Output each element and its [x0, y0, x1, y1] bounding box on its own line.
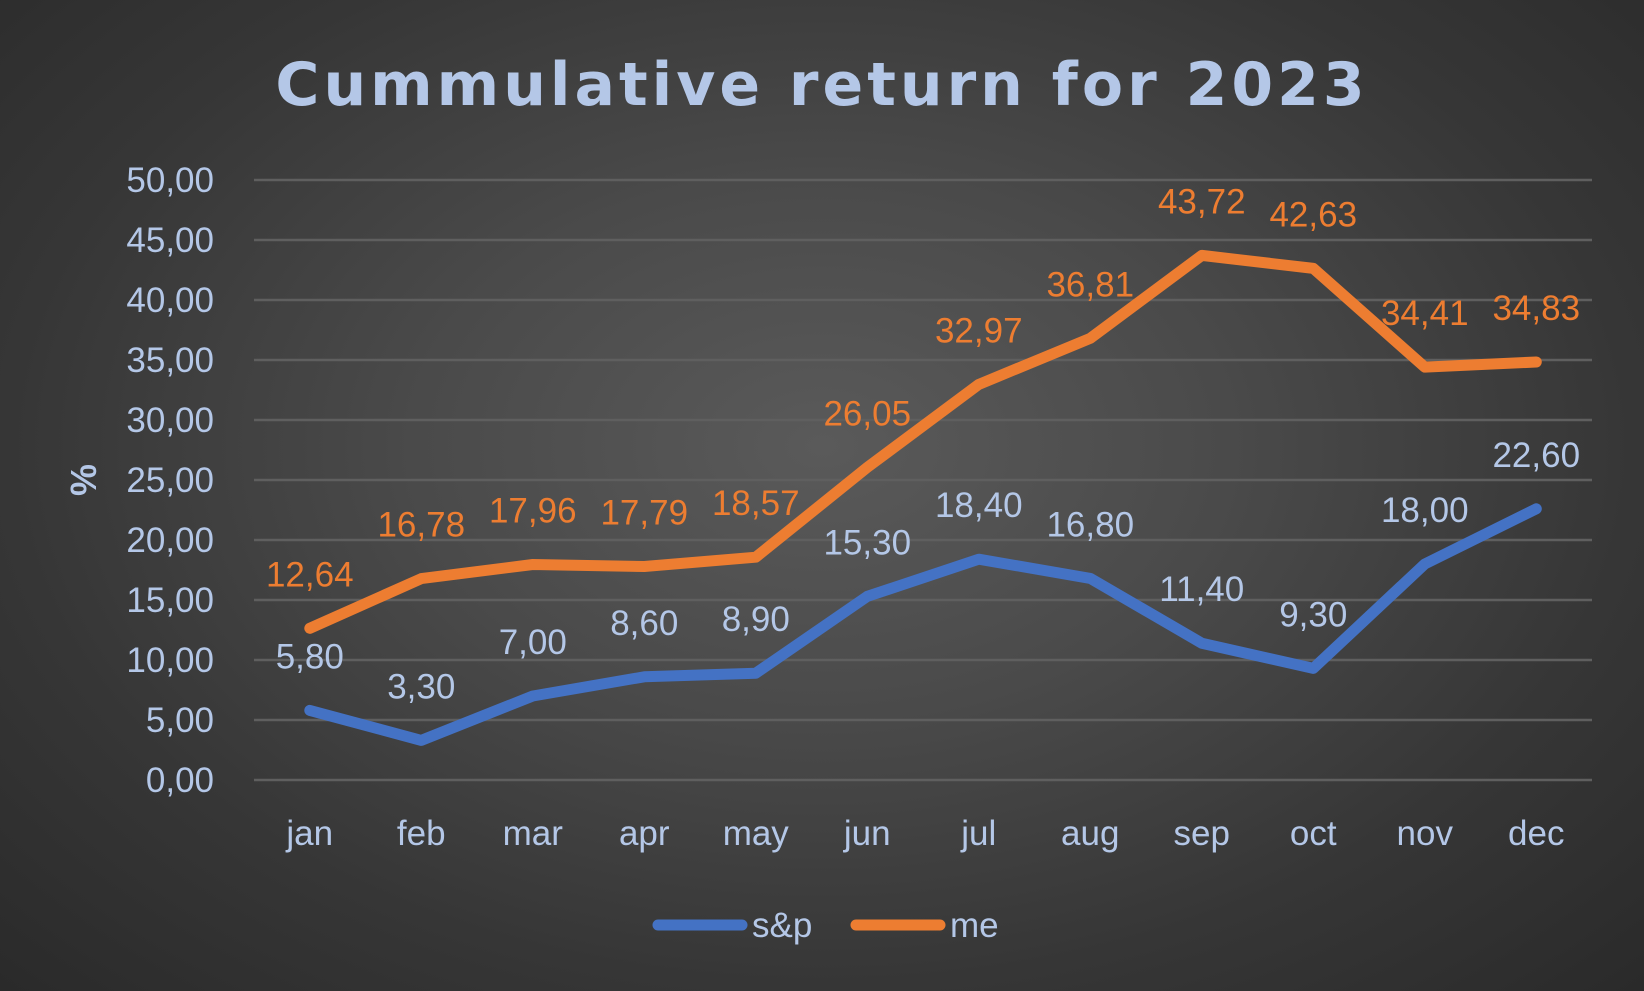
data-label: 18,40 [935, 486, 1023, 525]
data-label: 42,63 [1269, 195, 1357, 234]
series-lines [304, 249, 1542, 746]
x-tick-label: feb [397, 814, 446, 853]
chart-title: Cummulative return for 2023 [275, 50, 1368, 120]
y-tick-label: 35,00 [126, 341, 214, 380]
y-tick-label: 25,00 [126, 461, 214, 500]
y-axis: 0,00 5,00 10,00 15,00 20,00 25,00 30,00 35,00 40… [126, 161, 214, 800]
data-label: 34,41 [1381, 294, 1469, 333]
x-axis: jan feb mar apr may jun jul aug sep oct nov dec [285, 814, 1564, 853]
x-tick-label: sep [1174, 814, 1230, 853]
data-label: 34,83 [1492, 289, 1580, 328]
data-label: 3,30 [387, 667, 455, 706]
data-labels: 5,80 3,30 7,00 8,60 8,90 15,30 18,40 16,80 11,40… [266, 182, 1580, 706]
data-label: 11,40 [1159, 570, 1244, 609]
data-label: 43,72 [1158, 182, 1246, 221]
x-tick-label: may [723, 814, 790, 853]
legend-label: me [950, 906, 999, 945]
y-tick-label: 15,00 [126, 581, 214, 620]
data-label: 22,60 [1492, 436, 1580, 475]
data-label: 17,96 [489, 491, 577, 530]
data-label: 16,80 [1046, 505, 1134, 544]
legend-label: s&p [752, 906, 812, 945]
y-axis-label: % [63, 464, 104, 496]
y-tick-label: 40,00 [126, 281, 214, 320]
data-label: 8,90 [722, 600, 790, 639]
y-tick-label: 45,00 [126, 221, 214, 260]
x-tick-label: mar [503, 814, 564, 853]
y-tick-label: 50,00 [126, 161, 214, 200]
data-label: 16,78 [377, 506, 465, 545]
legend-item-me[interactable]: me [850, 906, 999, 945]
y-tick-label: 20,00 [126, 521, 214, 560]
x-tick-label: jun [843, 814, 891, 853]
data-label: 36,81 [1046, 265, 1134, 304]
data-label: 18,57 [712, 484, 800, 523]
y-tick-label: 30,00 [126, 401, 214, 440]
x-tick-label: oct [1290, 814, 1337, 853]
data-label: 17,79 [600, 494, 688, 533]
data-label: 32,97 [935, 311, 1023, 350]
x-tick-label: apr [619, 814, 670, 853]
x-tick-label: aug [1061, 814, 1119, 853]
data-label: 5,80 [276, 637, 344, 676]
legend[interactable]: s&p me [652, 906, 999, 945]
data-label: 15,30 [823, 523, 911, 562]
y-tick-label: 5,00 [146, 701, 214, 740]
data-label: 12,64 [266, 555, 354, 594]
data-label: 18,00 [1381, 491, 1469, 530]
x-tick-label: dec [1508, 814, 1564, 853]
data-label: 9,30 [1279, 595, 1347, 634]
y-tick-label: 0,00 [146, 761, 214, 800]
data-label: 8,60 [610, 604, 678, 643]
x-tick-label: jan [285, 814, 333, 853]
series-line-sp [304, 503, 1542, 746]
legend-item-sp[interactable]: s&p [652, 906, 812, 945]
x-tick-label: jul [960, 814, 996, 853]
data-label: 26,05 [823, 394, 911, 433]
series-line-me [304, 249, 1542, 634]
y-tick-label: 10,00 [126, 641, 214, 680]
data-label: 7,00 [499, 623, 567, 662]
x-tick-label: nov [1397, 814, 1454, 853]
